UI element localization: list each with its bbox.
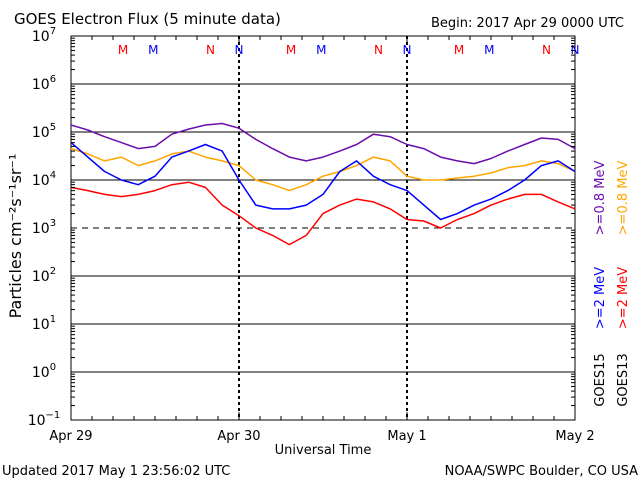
y-tick-label: 101 <box>32 314 56 333</box>
axis-ticks <box>70 36 576 420</box>
source-credit: NOAA/SWPC Boulder, CO USA <box>445 464 638 479</box>
legend-goes13-label: GOES13 <box>616 353 631 406</box>
day-dividers <box>238 36 408 420</box>
y-tick-label: 102 <box>32 266 56 285</box>
y-tick-label: 107 <box>32 26 56 45</box>
chart-title: GOES Electron Flux (5 minute data) <box>14 10 281 28</box>
series-goes15 <box>70 142 576 221</box>
legend-goes15-label: GOES15 <box>593 353 608 406</box>
marker-m: M <box>484 43 494 57</box>
x-tick-label: May 2 <box>555 429 594 444</box>
y-tick-label: 105 <box>32 122 56 141</box>
marker-m: M <box>454 43 464 57</box>
x-axis-label: Universal Time <box>275 443 372 458</box>
marker-n: N <box>403 43 412 57</box>
marker-m: M <box>316 43 326 57</box>
x-tick-label: May 1 <box>387 429 426 444</box>
legend-goes13-high-energy: >=2 MeV <box>616 267 631 329</box>
legend-goes15-high-energy: >=2 MeV <box>593 267 608 329</box>
marker-m: M <box>286 43 296 57</box>
legend-goes15-low-energy: >=0.8 MeV <box>593 161 608 236</box>
x-tick-labels: Apr 29 Apr 30 May 1 May 2 <box>49 429 594 444</box>
y-tick-label: 100 <box>32 362 56 381</box>
x-tick-label: Apr 29 <box>49 429 92 444</box>
series-goes15-low <box>70 122 576 165</box>
gridlines <box>71 83 575 373</box>
y-tick-label: 106 <box>32 74 56 93</box>
y-axis-label: Particles cm⁻²s⁻¹sr⁻¹ <box>6 154 25 319</box>
y-tick-label: 104 <box>32 170 56 189</box>
y-tick-labels: 107 106 105 104 103 102 101 100 10−1 <box>28 26 61 429</box>
y-tick-label: 103 <box>32 218 56 237</box>
series-goes13 <box>70 181 576 246</box>
marker-m: M <box>148 43 158 57</box>
marker-m: M <box>118 43 128 57</box>
x-tick-label: Apr 30 <box>217 429 260 444</box>
updated-timestamp: Updated 2017 May 1 23:56:02 UTC <box>2 464 230 479</box>
marker-n: N <box>235 43 244 57</box>
marker-n: N <box>542 43 551 57</box>
legend-goes13-low-energy: >=0.8 MeV <box>616 161 631 236</box>
series-goes13-low <box>70 147 576 192</box>
series-lines <box>70 122 576 246</box>
marker-n: N <box>374 43 383 57</box>
marker-n: N <box>206 43 215 57</box>
y-tick-label: 10−1 <box>28 410 61 429</box>
begin-label: Begin: 2017 Apr 29 0000 UTC <box>431 16 624 31</box>
